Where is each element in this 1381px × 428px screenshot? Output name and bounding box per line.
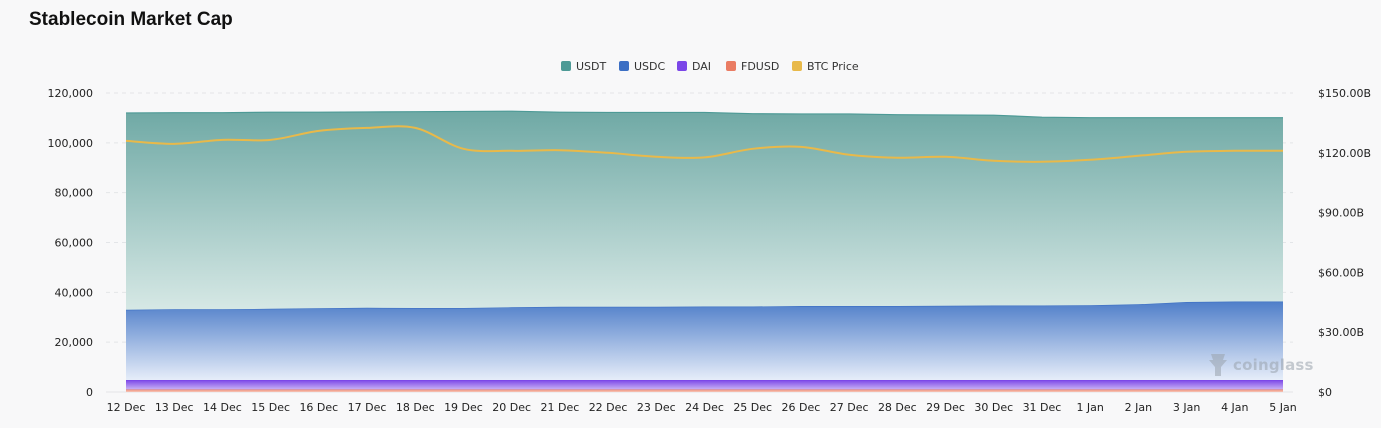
y-axis-right: $0 $30.00B $60.00B $90.00B $120.00B $150.00B [1318,87,1371,399]
usdt-line [125,110,1283,119]
y-left-tick-label: 80,000 [55,187,94,200]
legend-item-fdusd[interactable]: FDUSD [726,60,779,73]
x-tick-label: 30 Dec [974,401,1013,414]
x-tick-label: 27 Dec [830,401,869,414]
usdt-area [126,111,1283,310]
coinglass-logo-icon [1209,354,1227,376]
legend-label: USDC [634,60,666,73]
legend-item-usdc[interactable]: USDC [619,60,666,73]
x-tick-label: 18 Dec [396,401,435,414]
legend-label: BTC Price [807,60,859,73]
x-tick-label: 3 Jan [1173,401,1200,414]
y-right-tick-label: $30.00B [1318,326,1364,339]
legend-label: DAI [692,60,711,73]
y-left-tick-label: 100,000 [48,137,94,150]
x-tick-label: 23 Dec [637,401,676,414]
y-left-tick-label: 0 [86,386,93,399]
legend-label: FDUSD [741,60,779,73]
y-right-tick-label: $120.00B [1318,147,1371,160]
x-tick-label: 14 Dec [203,401,242,414]
legend-swatch [619,61,629,71]
area-series [125,110,1283,392]
usdc-area [126,301,1283,381]
legend-swatch [561,61,571,71]
x-tick-label: 31 Dec [1023,401,1062,414]
y-left-tick-label: 40,000 [55,286,94,299]
coinglass-watermark: coinglass [1207,352,1314,378]
x-tick-label: 21 Dec [540,401,579,414]
y-right-tick-label: $150.00B [1318,87,1371,100]
page-title: Stablecoin Market Cap [29,9,233,30]
legend-swatch [726,61,736,71]
y-right-tick-label: $0 [1318,386,1332,399]
btc-price-series [125,125,1284,163]
dai-area [126,380,1283,390]
legend-swatch [792,61,802,71]
x-tick-label: 16 Dec [299,401,338,414]
y-axis-left: 0 20,000 40,000 60,000 80,000 100,000 120,000 [48,87,94,399]
x-tick-label: 28 Dec [878,401,917,414]
y-left-tick-label: 120,000 [48,87,94,100]
legend-item-btc-price[interactable]: BTC Price [792,60,859,73]
x-tick-label: 19 Dec [444,401,483,414]
fdusd-area [126,389,1283,392]
legend-swatch [677,61,687,71]
x-tick-label: 1 Jan [1076,401,1103,414]
y-right-tick-label: $90.00B [1318,207,1364,220]
x-tick-label: 17 Dec [348,401,387,414]
x-tick-label: 22 Dec [589,401,628,414]
x-axis: 12 Dec 13 Dec 14 Dec 15 Dec 16 Dec 17 Dec 18 D… [107,401,1297,414]
x-tick-label: 29 Dec [926,401,965,414]
legend-item-usdt[interactable]: USDT [561,60,607,73]
x-tick-label: 4 Jan [1221,401,1248,414]
y-right-tick-label: $60.00B [1318,266,1364,279]
legend-item-dai[interactable]: DAI [677,60,711,73]
x-tick-label: 24 Dec [685,401,724,414]
legend[interactable]: USDT USDC DAI FDUSD BTC Price [561,60,859,73]
x-tick-label: 20 Dec [492,401,531,414]
x-tick-label: 2 Jan [1125,401,1152,414]
btc-price-line [125,125,1284,163]
x-tick-label: 25 Dec [733,401,772,414]
legend-label: USDT [576,60,607,73]
x-tick-label: 5 Jan [1269,401,1296,414]
y-left-tick-label: 60,000 [55,237,94,250]
y-left-tick-label: 20,000 [55,336,94,349]
x-tick-label: 15 Dec [251,401,290,414]
x-tick-label: 26 Dec [782,401,821,414]
watermark-text: coinglass [1233,356,1314,374]
x-tick-label: 12 Dec [107,401,146,414]
x-tick-label: 13 Dec [155,401,194,414]
